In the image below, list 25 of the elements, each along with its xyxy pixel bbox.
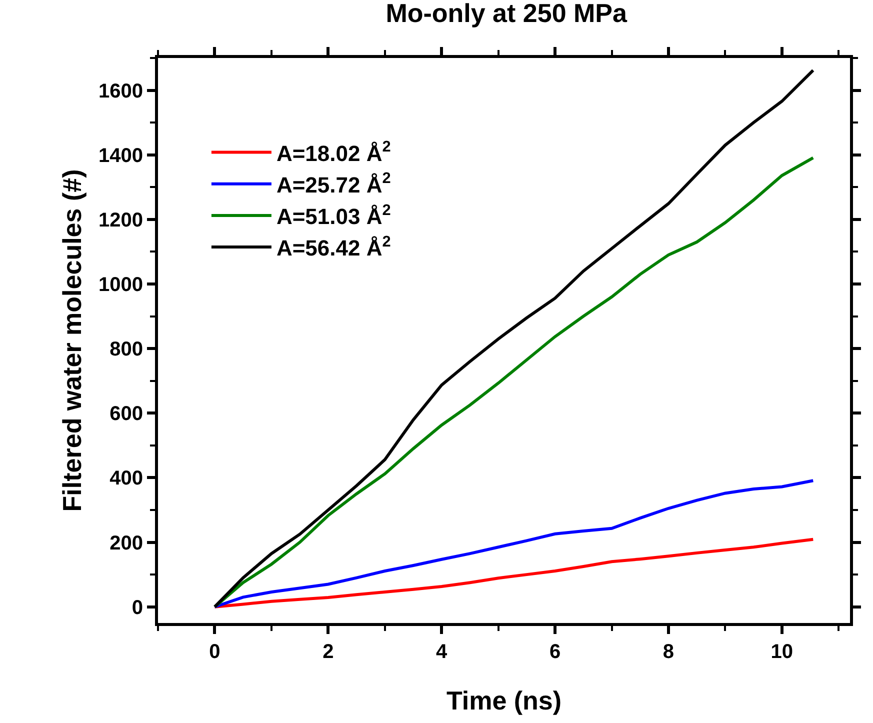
x-tick-label: 0 (209, 641, 220, 663)
x-tick-label: 6 (549, 641, 561, 663)
y-tick-label: 200 (110, 532, 143, 554)
y-tick-label: 800 (110, 338, 143, 361)
y-tick-label: 400 (110, 468, 143, 490)
y-tick-label: 1000 (98, 274, 143, 296)
x-tick-label: 10 (770, 641, 794, 663)
line-series (213, 538, 815, 608)
y-axis-title: Filtered water molecules (#) (56, 169, 87, 512)
x-axis-title: Time (ns) (446, 686, 562, 716)
x-tick-label: 8 (662, 641, 674, 663)
legend-label: A=25.72 Å$^{2}$ (276, 170, 391, 198)
line-series (213, 479, 815, 608)
y-tick-label: 1200 (98, 209, 143, 232)
x-tick-label: 4 (436, 641, 448, 663)
line-series (213, 68, 815, 608)
x-tick-label: 2 (322, 641, 334, 663)
legend-label: A=56.42 Å$^{2}$ (276, 233, 391, 261)
chart-title: Mo-only at 250 MPa (386, 0, 628, 28)
legend-label: A=51.03 Å$^{2}$ (276, 202, 391, 230)
y-tick-label: 1400 (98, 144, 143, 167)
y-tick-label: 600 (110, 403, 143, 426)
legend-label: A=18.02 Å$^{2}$ (276, 138, 391, 166)
y-tick-label: 1600 (98, 80, 143, 102)
y-tick-label: 0 (132, 596, 143, 619)
